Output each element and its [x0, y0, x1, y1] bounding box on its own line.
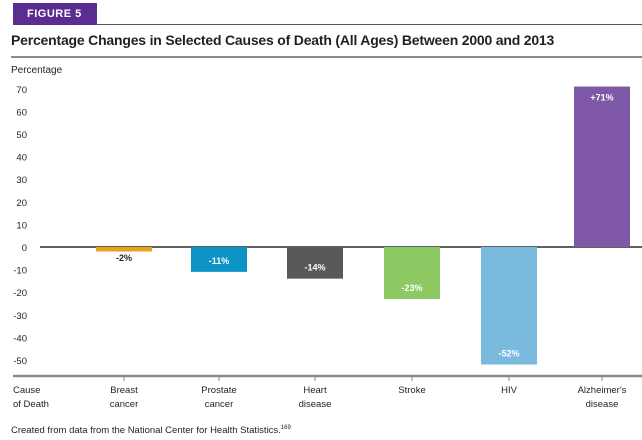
x-tick-label: cancer	[205, 399, 234, 410]
bar-3	[384, 247, 440, 299]
x-axis-title: of Death	[13, 399, 49, 410]
bar-5	[574, 86, 630, 247]
y-tick-label: 70	[16, 85, 27, 96]
data-label: -14%	[304, 263, 325, 273]
y-axis-label: Percentage	[11, 65, 63, 76]
y-tick-label: -20	[13, 288, 27, 299]
figure-label: FIGURE 5	[13, 3, 97, 25]
data-label: -23%	[401, 283, 422, 293]
bar-0	[96, 247, 152, 252]
data-label: +71%	[590, 93, 613, 103]
x-tick-label: Heart	[303, 385, 327, 396]
data-label: -2%	[116, 253, 132, 263]
y-tick-label: -40	[13, 333, 27, 344]
y-tick-label: -10	[13, 266, 27, 277]
bar-4	[481, 247, 537, 365]
y-tick-label: 50	[16, 130, 27, 141]
data-label: -52%	[498, 349, 519, 359]
header-rule	[97, 24, 642, 25]
bar-2	[287, 247, 343, 279]
x-tick-label: HIV	[501, 385, 518, 396]
x-axis-title: Cause	[13, 385, 40, 396]
y-tick-label: -30	[13, 311, 27, 322]
source-note: Created from data from the National Cent…	[11, 425, 291, 436]
x-tick-label: disease	[299, 399, 332, 410]
source-text: Created from data from the National Cent…	[11, 425, 281, 437]
title-rule	[11, 56, 642, 58]
chart-title: Percentage Changes in Selected Causes of…	[11, 32, 555, 48]
y-tick-label: 30	[16, 175, 27, 186]
y-tick-label: 10	[16, 220, 27, 231]
source-reference: 169	[280, 425, 291, 431]
x-tick-label: Alzheimer's	[578, 385, 627, 396]
y-tick-label: 40	[16, 153, 27, 164]
x-tick-label: Stroke	[398, 385, 425, 396]
x-tick-label: disease	[586, 399, 619, 410]
y-tick-label: 0	[22, 243, 27, 254]
y-tick-label: -50	[13, 356, 27, 367]
y-tick-label: 20	[16, 198, 27, 209]
x-tick-label: cancer	[110, 399, 139, 410]
x-tick-label: Breast	[110, 385, 138, 396]
y-tick-label: 60	[16, 107, 27, 118]
x-tick-label: Prostate	[201, 385, 236, 396]
bar-1	[191, 247, 247, 272]
data-label: -11%	[209, 256, 230, 266]
